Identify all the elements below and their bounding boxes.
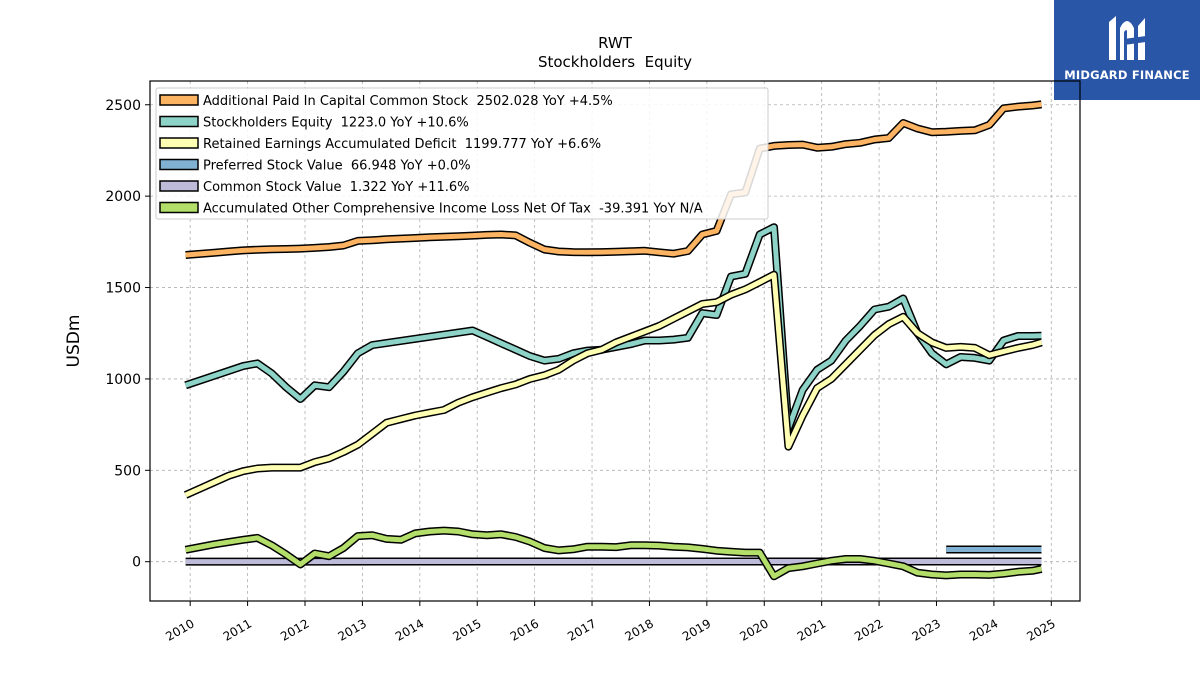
series-line-additional-paid-in-capital-common-stock (185, 101, 1042, 258)
x-tick-label: 2015 (450, 616, 483, 643)
legend-swatch-preferred-stock-value (159, 158, 199, 171)
y-tick-label: 0 (132, 555, 141, 571)
legend-swatch-stockholders-equity (159, 115, 199, 128)
x-tick-label: 2017 (565, 616, 598, 643)
chart-title: RWT (598, 34, 633, 52)
midgard-finance-logo: MIDGARD FINANCE (1054, 0, 1200, 100)
series-line-stockholders-equity (184, 224, 1042, 431)
legend-label-accumulated-other-comprehensive-income-loss-net-of-tax: Accumulated Other Comprehensive Income L… (203, 202, 703, 217)
x-tick-label: 2010 (163, 616, 196, 643)
legend-swatch-additional-paid-in-capital-common-stock (159, 94, 199, 106)
y-axis-label: USDm (64, 315, 84, 368)
series-lines (183, 100, 1043, 581)
x-tick-label: 2019 (680, 616, 713, 643)
series-line-retained-earnings-accumulated-deficit (184, 272, 1043, 498)
plot-frame (149, 80, 1081, 602)
x-tick-label: 2018 (623, 616, 656, 643)
y-tick-label: 500 (114, 463, 141, 479)
x-tick-label: 2016 (508, 616, 541, 643)
midgard-m-logo-icon (1109, 16, 1146, 60)
x-tick-label: 2012 (278, 616, 311, 643)
legend-label-stockholders-equity: Stockholders Equity 1223.0 YoY +10.6% (203, 116, 469, 131)
legend-swatch-retained-earnings-accumulated-deficit (159, 137, 199, 149)
x-tick-label: 2014 (393, 616, 426, 643)
y-tick-label: 2500 (105, 98, 141, 114)
legend-label-common-stock-value: Common Stock Value 1.322 YoY +11.6% (203, 180, 470, 195)
y-tick-label: 2000 (105, 189, 141, 205)
legend-box (155, 87, 769, 220)
legend-label-retained-earnings-accumulated-deficit: Retained Earnings Accumulated Deficit 11… (203, 137, 601, 152)
x-tick-label: 2022 (852, 616, 885, 643)
x-tick-label: 2023 (910, 616, 943, 643)
brand-name: MIDGARD FINANCE (1064, 68, 1190, 82)
legend-swatch-common-stock-value (159, 180, 199, 192)
x-tick-label: 2011 (221, 616, 254, 643)
chart-subtitle: Stockholders Equity (538, 53, 692, 71)
y-tick-label: 1000 (105, 372, 141, 388)
legend-label-preferred-stock-value: Preferred Stock Value 66.948 YoY +0.0% (203, 159, 471, 174)
legend: Additional Paid In Capital Common Stock … (155, 87, 769, 220)
x-tick-label: 2020 (737, 616, 770, 643)
x-tick-label: 2013 (336, 616, 369, 643)
x-tick-label: 2021 (795, 616, 828, 643)
x-tick-label: 2024 (967, 616, 1000, 643)
y-tick-label: 1500 (105, 281, 141, 297)
legend-label-additional-paid-in-capital-common-stock: Additional Paid In Capital Common Stock … (203, 94, 613, 109)
x-tick-label: 2025 (1024, 616, 1057, 643)
series-line-accumulated-other-comprehensive-income-loss-net-of-tax (185, 528, 1043, 579)
legend-swatch-accumulated-other-comprehensive-income-loss-net-of-tax (159, 201, 199, 214)
